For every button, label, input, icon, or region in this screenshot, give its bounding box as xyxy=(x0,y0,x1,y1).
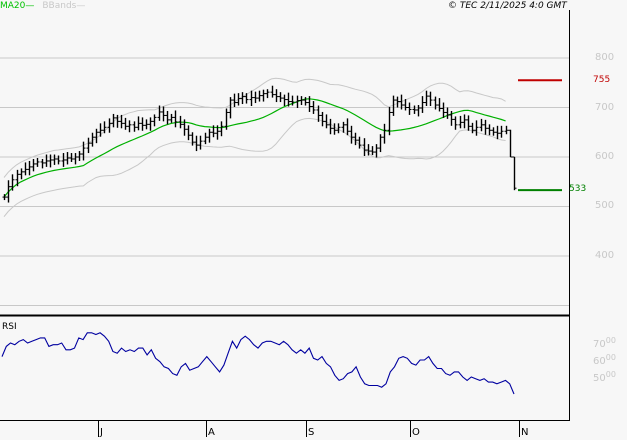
rsi-level-50-sup: 00 xyxy=(605,370,616,379)
rsi-level-60-sup: 00 xyxy=(605,353,616,362)
y-axis-label-800: 800 xyxy=(595,52,615,63)
target-high-label: 755 xyxy=(593,75,611,85)
y-axis-label-400: 400 xyxy=(595,250,615,261)
target-low-label: 533 xyxy=(569,184,587,194)
legend-ma20-label: MA20 xyxy=(0,1,26,11)
y-axis-label-500: 500 xyxy=(595,200,615,211)
copyright-timestamp: © TEC 2/11/2025 4:0 GMT xyxy=(448,1,567,11)
legend-bbands-label: BBands xyxy=(42,1,77,11)
month-label-nov: N xyxy=(521,427,529,438)
rsi-level-50-main: 50 xyxy=(593,373,606,384)
ma20-line xyxy=(3,98,506,198)
bband-lower xyxy=(3,117,506,218)
chart-legend: MA20— BBands— xyxy=(0,0,85,12)
rsi-level-70-sup: 00 xyxy=(605,336,616,345)
rsi-level-70-main: 70 xyxy=(593,339,606,350)
rsi-level-70: 7000 xyxy=(593,336,616,350)
rsi-level-60: 6000 xyxy=(593,353,616,367)
rsi-level-50: 5000 xyxy=(593,370,616,384)
legend-bbands: BBands— xyxy=(42,1,86,11)
legend-ma20: MA20— xyxy=(0,1,35,11)
month-label-sep: S xyxy=(308,427,315,438)
bband-upper xyxy=(3,77,506,178)
month-label-jul: J xyxy=(100,427,103,438)
y-axis-label-700: 700 xyxy=(595,102,615,113)
rsi-level-60-main: 60 xyxy=(593,356,606,367)
rsi-title: RSI xyxy=(2,322,17,332)
rsi-line xyxy=(1,332,515,395)
y-axis-label-600: 600 xyxy=(595,151,615,162)
month-label-aug: A xyxy=(208,427,215,438)
month-label-oct: O xyxy=(412,427,420,438)
